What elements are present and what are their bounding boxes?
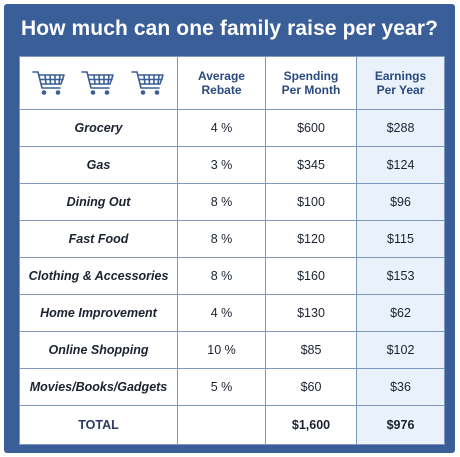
category-cell: Online Shopping <box>19 331 178 369</box>
spending-cell: $345 <box>265 146 357 184</box>
header-earnings-per-year: Earnings Per Year <box>356 56 445 110</box>
spending-cell: $600 <box>265 109 357 147</box>
table-header-row: Average Rebate Spending Per Month Earnin… <box>19 56 445 110</box>
category-cell: Gas <box>19 146 178 184</box>
spending-cell: $85 <box>265 331 357 369</box>
table-row: Clothing & Accessories 8 % $160 $153 <box>19 257 445 295</box>
earnings-cell: $62 <box>356 294 445 332</box>
shopping-cart-icon <box>131 71 164 95</box>
earnings-cell: $102 <box>356 331 445 369</box>
earnings-cell: $153 <box>356 257 445 295</box>
rebate-cell: 8 % <box>177 257 266 295</box>
spending-cell: $130 <box>265 294 357 332</box>
rebate-cell: 3 % <box>177 146 266 184</box>
rebate-cell: 4 % <box>177 109 266 147</box>
category-cell: Fast Food <box>19 220 178 258</box>
table-row: Fast Food 8 % $120 $115 <box>19 220 445 258</box>
total-row: TOTAL $1,600 $976 <box>19 405 445 445</box>
total-spending: $1,600 <box>265 405 357 445</box>
table-row: Movies/Books/Gadgets 5 % $60 $36 <box>19 368 445 406</box>
table-row: Grocery 4 % $600 $288 <box>19 109 445 147</box>
shopping-cart-icon <box>32 71 65 95</box>
table-row: Dining Out 8 % $100 $96 <box>19 183 445 221</box>
category-cell: Dining Out <box>19 183 178 221</box>
rebate-cell: 5 % <box>177 368 266 406</box>
total-label: TOTAL <box>19 405 178 445</box>
total-earnings: $976 <box>356 405 445 445</box>
rebate-cell: 8 % <box>177 220 266 258</box>
table-row: Online Shopping 10 % $85 $102 <box>19 331 445 369</box>
cart-icons-cell <box>19 56 178 110</box>
table-row: Gas 3 % $345 $124 <box>19 146 445 184</box>
page-title: How much can one family raise per year? <box>20 17 439 40</box>
header-spending-per-month: Spending Per Month <box>265 56 357 110</box>
rebate-cell: 8 % <box>177 183 266 221</box>
spending-cell: $160 <box>265 257 357 295</box>
earnings-cell: $288 <box>356 109 445 147</box>
infographic-frame: How much can one family raise per year? <box>4 4 455 453</box>
spending-cell: $60 <box>265 368 357 406</box>
fundraising-table: Average Rebate Spending Per Month Earnin… <box>19 56 445 445</box>
category-cell: Grocery <box>19 109 178 147</box>
category-cell: Home Improvement <box>19 294 178 332</box>
earnings-cell: $115 <box>356 220 445 258</box>
earnings-cell: $96 <box>356 183 445 221</box>
category-cell: Movies/Books/Gadgets <box>19 368 178 406</box>
rebate-cell: 4 % <box>177 294 266 332</box>
earnings-cell: $36 <box>356 368 445 406</box>
shopping-cart-icon <box>81 71 115 95</box>
earnings-cell: $124 <box>356 146 445 184</box>
spending-cell: $120 <box>265 220 357 258</box>
header-average-rebate: Average Rebate <box>177 56 266 110</box>
rebate-cell: 10 % <box>177 331 266 369</box>
total-rebate-cell <box>177 405 266 445</box>
category-cell: Clothing & Accessories <box>19 257 178 295</box>
table-row: Home Improvement 4 % $130 $62 <box>19 294 445 332</box>
spending-cell: $100 <box>265 183 357 221</box>
